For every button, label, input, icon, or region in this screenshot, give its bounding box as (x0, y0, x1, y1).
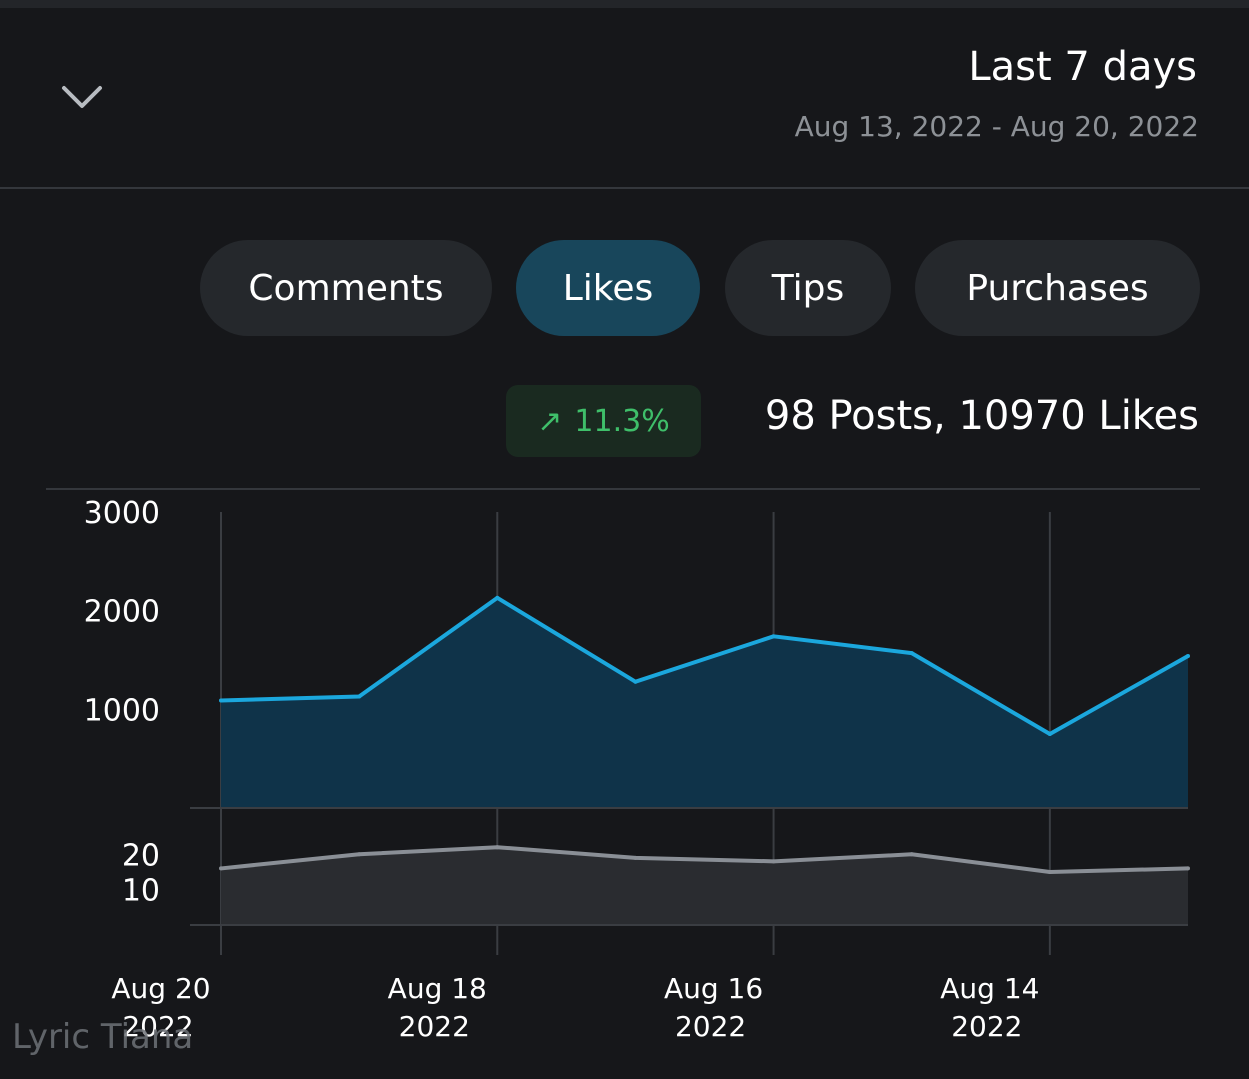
likes-area (221, 597, 1188, 808)
y-tick-label: 10 (122, 874, 160, 909)
x-tick-label: Aug 18 (388, 972, 487, 1005)
y-tick-label: 20 (122, 838, 160, 873)
posts-point (219, 866, 223, 871)
posts-point (1186, 866, 1190, 871)
posts-point (357, 852, 362, 857)
posts-point (771, 859, 776, 864)
likes-point (1186, 654, 1190, 659)
chart-divider (46, 488, 1200, 490)
likes-point (633, 679, 638, 684)
arrow-up-right-icon: ↗ (537, 403, 563, 439)
likes-point (219, 698, 223, 703)
posts-point (1047, 869, 1052, 874)
x-tick-label: 2022 (951, 1010, 1022, 1043)
posts-area (221, 847, 1188, 925)
tab-likes[interactable]: Likes (516, 240, 700, 336)
y-tick-label: 1000 (84, 693, 160, 728)
summary-stats: 98 Posts, 10970 Likes (764, 393, 1199, 439)
page-title: Last 7 days (968, 44, 1197, 90)
posts-point (909, 852, 914, 857)
x-tick-label: 2022 (675, 1010, 746, 1043)
likes-point (495, 595, 500, 600)
likes-point (1047, 732, 1052, 736)
x-tick-label: Aug 20 (111, 972, 210, 1005)
y-tick-label: 2000 (84, 595, 160, 630)
change-badge: ↗ 11.3% (506, 385, 701, 457)
x-tick-label: 2022 (122, 1010, 193, 1043)
change-value: 11.3% (574, 403, 670, 439)
y-tick-label: 3000 (84, 496, 160, 531)
tab-comments[interactable]: Comments (200, 240, 492, 336)
chevron-down-icon[interactable] (58, 78, 106, 118)
header-divider (0, 187, 1249, 189)
tab-tips[interactable]: Tips (725, 240, 891, 336)
posts-point (495, 845, 500, 850)
status-bar-strip (0, 0, 1249, 8)
posts-point (633, 855, 638, 860)
x-tick-label: Aug 16 (664, 972, 763, 1005)
likes-point (771, 634, 776, 639)
tab-purchases[interactable]: Purchases (915, 240, 1200, 336)
likes-point (909, 651, 914, 656)
date-range: Aug 13, 2022 - Aug 20, 2022 (794, 110, 1199, 143)
watermark: Lyric Tiana (12, 1017, 194, 1057)
likes-point (357, 694, 362, 699)
likes-line (220, 595, 1189, 736)
x-tick-label: Aug 14 (940, 972, 1039, 1005)
x-tick-label: 2022 (399, 1010, 470, 1043)
posts-line (220, 845, 1189, 874)
